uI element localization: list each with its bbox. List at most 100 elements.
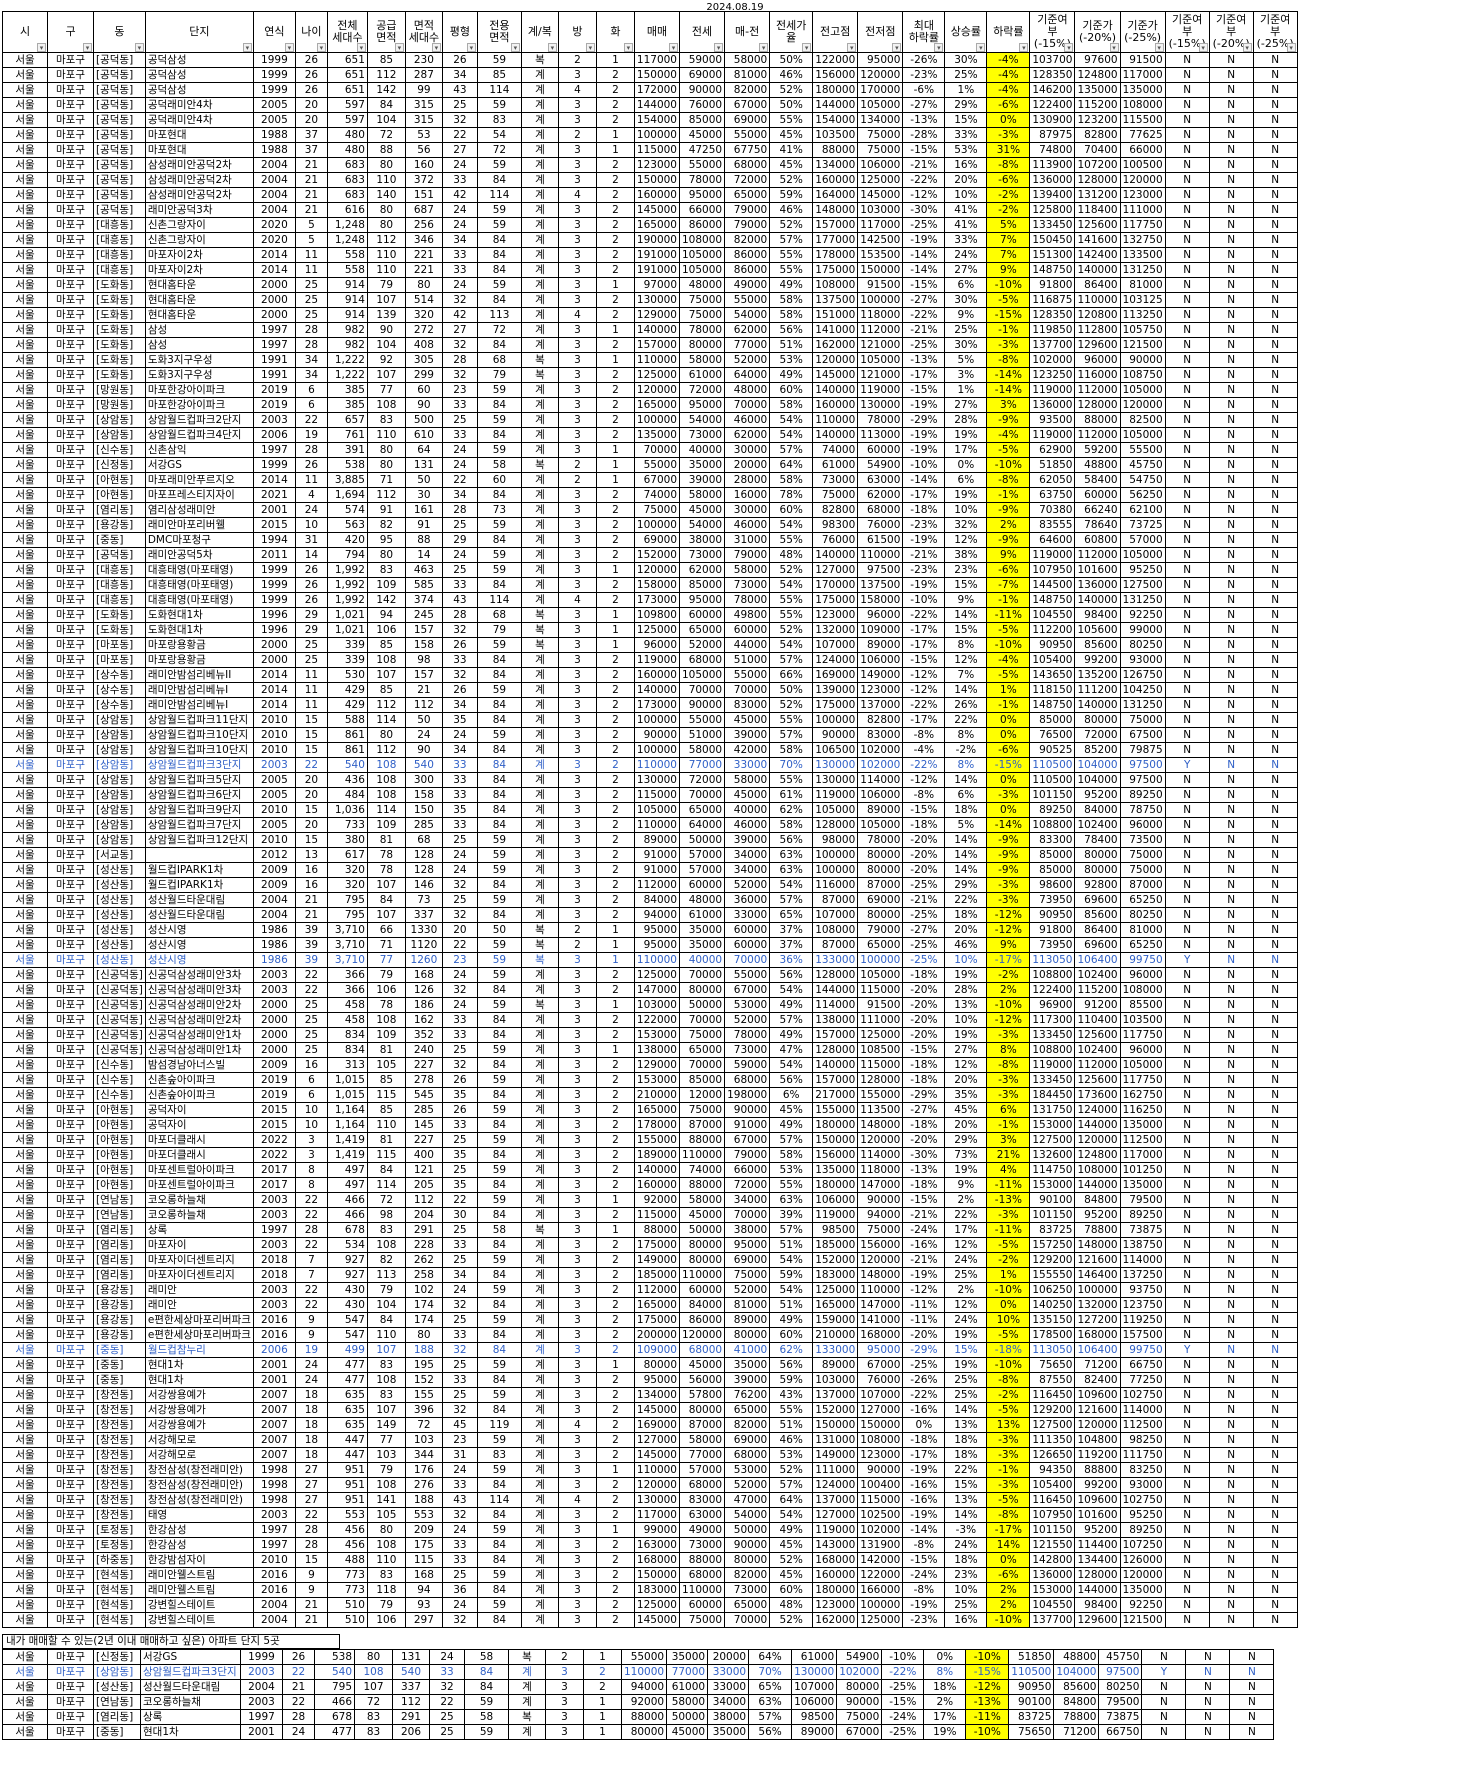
cell: 87000 bbox=[812, 892, 859, 908]
column-header[interactable]: 전세가율 bbox=[769, 11, 814, 53]
column-header[interactable]: 전체 세대수 bbox=[326, 11, 368, 53]
column-header[interactable]: 전저점 bbox=[857, 11, 904, 53]
column-header[interactable]: 공급 면적 bbox=[366, 11, 406, 53]
cell: 신공덕삼성래미안2차 bbox=[144, 1012, 254, 1028]
cell: 85000 bbox=[678, 112, 726, 128]
cell: 상록 bbox=[140, 1709, 241, 1725]
column-header[interactable]: 최대 하락률 bbox=[902, 11, 946, 53]
cell: 84 bbox=[476, 802, 522, 818]
column-header[interactable]: 전고점 bbox=[812, 11, 859, 53]
cell: 서울 bbox=[2, 1207, 48, 1223]
cell: 125800 bbox=[1029, 202, 1076, 218]
column-header[interactable]: 기준여 부 (-20%) bbox=[1208, 11, 1254, 53]
cell: 140000 bbox=[1074, 592, 1121, 608]
column-header[interactable]: 기준가 (-20%) bbox=[1074, 11, 1121, 53]
cell: 4 bbox=[557, 1492, 597, 1508]
column-header[interactable]: 계/복 bbox=[520, 11, 559, 53]
cell: 2 bbox=[595, 1087, 635, 1103]
cell: 2003 bbox=[252, 412, 296, 428]
cell: 107950 bbox=[1029, 1507, 1076, 1523]
column-header[interactable]: 기준가 (-25%) bbox=[1119, 11, 1166, 53]
column-header[interactable]: 연식 bbox=[252, 11, 296, 53]
column-header[interactable]: 단지 bbox=[144, 11, 254, 53]
column-header[interactable]: 구 bbox=[47, 11, 94, 53]
cell: 95000 bbox=[857, 1342, 904, 1358]
cell: 34000 bbox=[724, 847, 771, 863]
cell: 12% bbox=[944, 532, 988, 548]
cell: 계 bbox=[520, 337, 559, 353]
cell: 서울 bbox=[2, 307, 48, 323]
cell: 54% bbox=[769, 982, 814, 998]
cell: N bbox=[1164, 277, 1210, 293]
cell: 108 bbox=[366, 652, 406, 668]
cell: 103000 bbox=[857, 202, 904, 218]
cell: 1% bbox=[986, 1267, 1031, 1283]
cell: 982 bbox=[326, 322, 368, 338]
column-header[interactable]: 평형 bbox=[441, 11, 478, 53]
cell: 32 bbox=[441, 337, 478, 353]
cell: 2 bbox=[595, 1057, 635, 1073]
column-header[interactable]: 화 bbox=[595, 11, 635, 53]
cell: 36% bbox=[769, 952, 814, 968]
cell: 55% bbox=[769, 112, 814, 128]
column-header[interactable]: 기준여 부 (-25%) bbox=[1252, 11, 1298, 53]
cell: 마포센트럴아이파크 bbox=[144, 1162, 254, 1178]
cell: [신수동] bbox=[93, 1087, 146, 1103]
cell: N bbox=[1164, 997, 1210, 1013]
cell: 48% bbox=[769, 1597, 814, 1613]
column-header[interactable]: 매매 bbox=[633, 11, 681, 53]
column-header[interactable]: 상승률 bbox=[944, 11, 988, 53]
column-header[interactable]: 전세 bbox=[678, 11, 726, 53]
cell: 83 bbox=[354, 1724, 393, 1740]
cell: 140000 bbox=[812, 547, 859, 563]
cell: 73875 bbox=[1119, 1222, 1166, 1238]
cell: 49% bbox=[769, 1312, 814, 1328]
cell: 2 bbox=[595, 1012, 635, 1028]
cell: 2010 bbox=[252, 802, 296, 818]
cell: 서울 bbox=[2, 322, 48, 338]
column-header[interactable]: 방 bbox=[557, 11, 597, 53]
cell: 마포구 bbox=[47, 352, 94, 368]
cell: 88000 bbox=[678, 1132, 726, 1148]
cell: -3% bbox=[986, 127, 1031, 143]
cell: 108 bbox=[366, 1477, 406, 1493]
cell: -18% bbox=[902, 1432, 946, 1448]
cell: 45000 bbox=[678, 127, 726, 143]
cell: 2 bbox=[595, 547, 635, 563]
cell: 152 bbox=[404, 1372, 443, 1388]
cell: 547 bbox=[326, 1312, 368, 1328]
cell: 128000 bbox=[1074, 397, 1121, 413]
table-row: 서울 마포구 [용강동] e편한세상마포리버파크 2016 9 547 84 174 25 59 계 3… bbox=[2, 1312, 1298, 1328]
cell: 29 bbox=[441, 532, 478, 548]
cell: -19% bbox=[902, 442, 946, 458]
cell: 175000 bbox=[812, 592, 859, 608]
column-header[interactable]: 기준여 부 (-15%) bbox=[1029, 11, 1076, 53]
cell: N bbox=[1208, 277, 1254, 293]
column-header[interactable]: 면적 세대수 bbox=[404, 11, 443, 53]
cell: 123250 bbox=[1029, 367, 1076, 383]
column-header[interactable]: 나이 bbox=[294, 11, 328, 53]
column-header[interactable]: 동 bbox=[93, 11, 146, 53]
cell: -29% bbox=[902, 1087, 946, 1103]
cell: 44000 bbox=[724, 637, 771, 653]
table-row: 서울 마포구 [공덕동] 공덕래미안4차 2005 20 597 84 315 25 59 계 3 2 14… bbox=[2, 97, 1298, 113]
column-header[interactable]: 하락률 bbox=[986, 11, 1031, 53]
cell: 111000 bbox=[1119, 202, 1166, 218]
column-header[interactable]: 시 bbox=[2, 11, 48, 53]
cell: [상암동] bbox=[93, 1664, 141, 1680]
cell: 50 bbox=[476, 922, 522, 938]
cell: 2003 bbox=[252, 967, 296, 983]
cell: 18 bbox=[294, 1432, 328, 1448]
cell: 70000 bbox=[678, 682, 726, 698]
column-header[interactable]: 기준여 부 (-15%) bbox=[1164, 11, 1210, 53]
cell: 마포구 bbox=[47, 1282, 94, 1298]
cell: N bbox=[1208, 997, 1254, 1013]
cell: 101150 bbox=[1029, 1207, 1076, 1223]
cell: -8% bbox=[986, 1057, 1031, 1073]
cell: -25% bbox=[902, 337, 946, 353]
column-header[interactable]: 전용 면적 bbox=[476, 11, 522, 53]
cell: 24 bbox=[441, 157, 478, 173]
cell: 33000 bbox=[724, 907, 771, 923]
cell: 114400 bbox=[1074, 1537, 1121, 1553]
column-header[interactable]: 매-전 bbox=[724, 11, 771, 53]
